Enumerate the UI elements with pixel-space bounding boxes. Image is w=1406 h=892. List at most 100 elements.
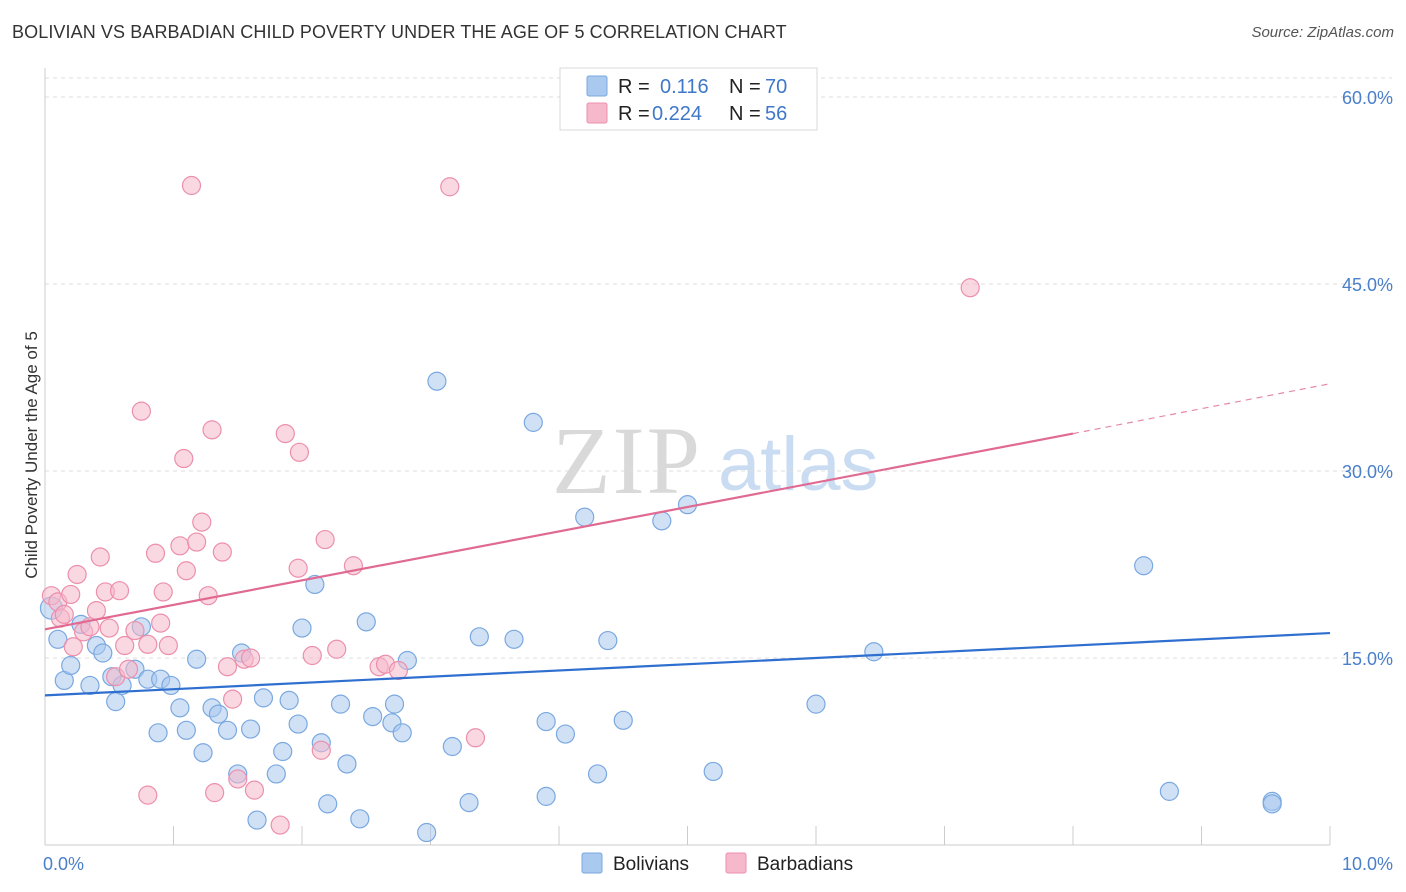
bolivian-point-69 — [1262, 794, 1282, 814]
bolivian-point-51 — [504, 629, 524, 649]
bolivian-point-54 — [536, 711, 556, 732]
barbadian-point-37 — [228, 769, 248, 789]
barbadian-point-19 — [138, 634, 158, 654]
bolivian-point-23 — [217, 720, 238, 740]
barbadian-trend-extension — [1072, 383, 1331, 435]
barbadian-point-12 — [99, 618, 119, 638]
bolivian-point-50 — [469, 627, 489, 647]
barbadian-point-3 — [54, 604, 74, 624]
bolivian-point-46 — [417, 822, 437, 843]
bolivian-point-28 — [253, 688, 274, 708]
legend-n-label-2: N = — [729, 103, 761, 125]
barbadian-point-15 — [115, 635, 135, 656]
bolivian-point-34 — [305, 574, 325, 595]
barbadian-point-52 — [388, 660, 408, 681]
barbadian-point-34 — [212, 542, 232, 562]
series-barbadians — [41, 175, 980, 835]
bolivian-point-26 — [241, 719, 261, 739]
barbadian-point-44 — [289, 442, 310, 462]
barbadian-point-54 — [440, 177, 460, 197]
barbadian-point-21 — [145, 543, 166, 563]
bolivian-point-18 — [176, 720, 196, 740]
x-tick-labels: 0.0% 10.0% — [43, 854, 1393, 874]
bolivian-point-43 — [384, 694, 405, 714]
legend-swatch-barbadians — [586, 102, 608, 124]
bolivian-point-9 — [106, 692, 126, 712]
y-tick-labels: 15.0% 30.0% 45.0% 60.0% — [1342, 88, 1393, 669]
bolivian-point-67 — [1159, 781, 1179, 801]
bolivian-point-29 — [266, 764, 286, 784]
barbadian-point-23 — [153, 582, 173, 602]
bottom-legend-label-barbadians: Barbadians — [757, 854, 853, 875]
barbadian-point-53 — [465, 728, 486, 748]
barbadian-point-39 — [241, 648, 261, 668]
barbadian-point-16 — [118, 659, 139, 679]
bolivian-point-19 — [187, 649, 207, 669]
legend-r-value-2: 0.224 — [652, 103, 702, 125]
barbadian-point-20 — [138, 785, 158, 805]
bottom-legend-swatch-bolivians — [581, 852, 603, 874]
bolivian-point-16 — [161, 675, 181, 696]
bolivian-point-40 — [356, 612, 376, 632]
bolivian-point-44 — [392, 723, 412, 743]
barbadian-point-48 — [327, 639, 347, 659]
x-tick-label-0: 0.0% — [43, 854, 84, 874]
legend-swatch-bolivians — [586, 75, 608, 97]
series-legend: Bolivians Barbadians — [581, 852, 853, 875]
bolivian-point-48 — [442, 736, 462, 757]
bolivian-point-36 — [318, 794, 338, 814]
barbadian-point-9 — [86, 601, 107, 621]
bolivian-point-56 — [575, 507, 595, 527]
chart-title: BOLIVIAN VS BARBADIAN CHILD POVERTY UNDE… — [12, 22, 787, 42]
bolivian-point-20 — [193, 743, 213, 763]
legend-r-label-1: R = — [618, 76, 650, 98]
bolivian-point-57 — [587, 764, 608, 784]
watermark: ZIP atlas — [552, 407, 879, 514]
legend-r-value-1: 0.116 — [660, 76, 709, 98]
bolivian-point-60 — [652, 511, 672, 531]
barbadian-point-55 — [960, 278, 980, 298]
bolivian-point-49 — [459, 793, 479, 813]
bolivian-point-65 — [864, 642, 884, 662]
bolivian-point-39 — [350, 809, 370, 829]
bolivian-point-33 — [292, 618, 312, 638]
y-tick-label-3: 60.0% — [1342, 88, 1393, 108]
bolivian-point-52 — [523, 412, 543, 432]
barbadian-point-24 — [158, 635, 178, 656]
bolivian-point-59 — [613, 710, 633, 730]
bolivian-point-53 — [536, 786, 556, 806]
bolivian-point-22 — [208, 704, 229, 724]
barbadian-point-5 — [63, 637, 83, 657]
barbadian-point-41 — [270, 815, 290, 835]
barbadian-point-10 — [90, 547, 110, 567]
bolivian-point-32 — [288, 714, 308, 734]
y-axis-label: Child Poverty Under the Age of 5 — [22, 331, 41, 579]
barbadian-point-18 — [131, 401, 151, 421]
barbadian-point-27 — [176, 561, 196, 581]
bolivian-point-47 — [427, 371, 447, 391]
bolivian-point-38 — [337, 754, 357, 774]
x-tick-label-1: 10.0% — [1342, 854, 1393, 874]
bolivian-point-31 — [279, 690, 299, 710]
barbadian-point-31 — [198, 586, 218, 606]
bolivian-point-27 — [247, 810, 267, 830]
gridlines — [45, 77, 1392, 659]
barbadian-point-6 — [67, 564, 87, 585]
bolivian-point-7 — [93, 643, 113, 663]
barbadian-point-14 — [109, 581, 130, 601]
barbadian-point-46 — [311, 740, 331, 760]
barbadian-point-17 — [125, 620, 145, 641]
source-label: Source: ZipAtlas.com — [1251, 24, 1394, 41]
bolivian-point-58 — [598, 630, 618, 651]
barbadian-trend-line — [44, 432, 1074, 631]
bolivian-point-14 — [148, 723, 168, 743]
watermark-atlas: atlas — [718, 422, 879, 507]
barbadian-point-25 — [170, 536, 190, 556]
bolivian-trend-line — [44, 631, 1331, 697]
y-tick-label-2: 45.0% — [1342, 275, 1393, 295]
correlation-legend: R = 0.116 N = 70 R = 0.224 N = 56 — [559, 67, 818, 131]
bolivian-point-37 — [330, 694, 351, 714]
bolivian-point-62 — [703, 761, 723, 782]
barbadian-point-47 — [315, 529, 335, 550]
